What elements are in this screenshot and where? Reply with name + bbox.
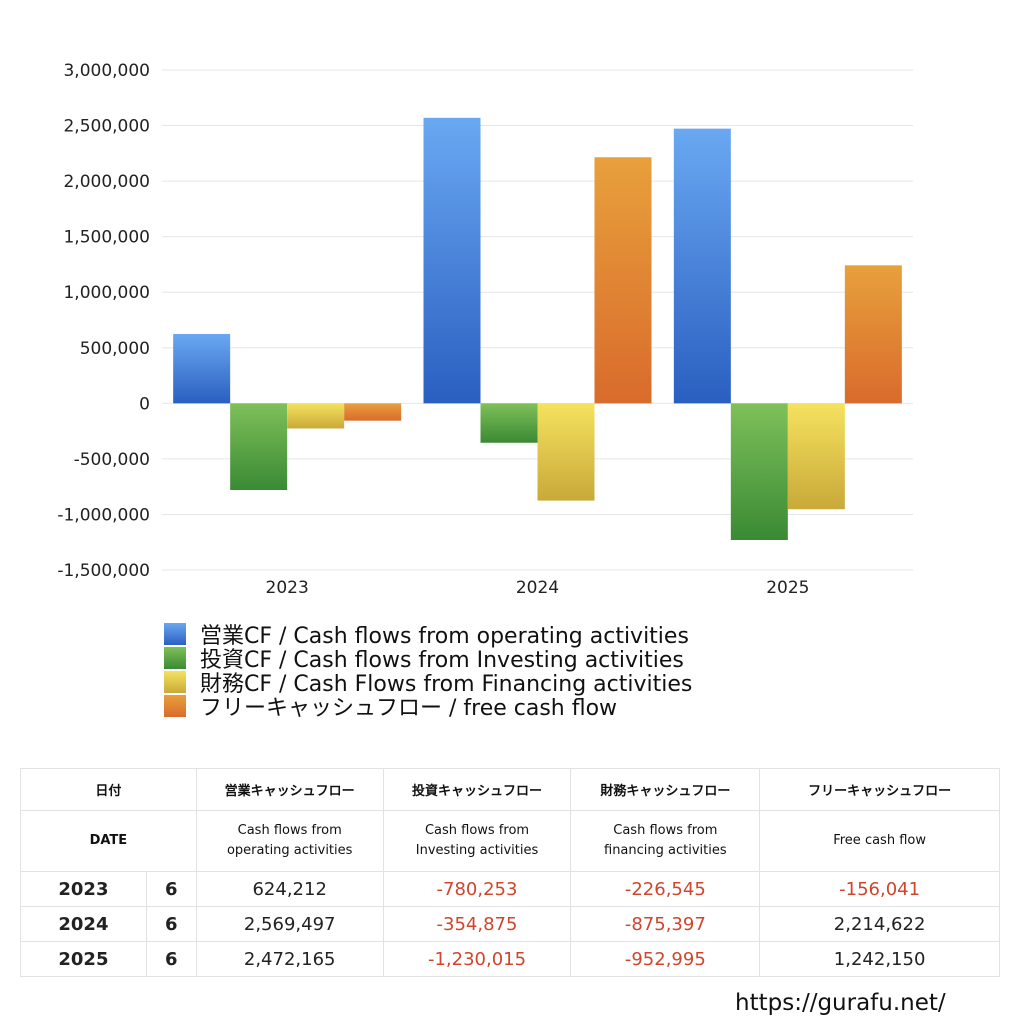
subheader-operating-line1: Cash flows from: [237, 823, 342, 838]
y-tick-label: -1,000,000: [57, 505, 150, 525]
legend-swatch-operating: [164, 623, 186, 645]
bar-2023-series-4: [344, 403, 402, 421]
y-tick-label: -1,500,000: [57, 561, 150, 581]
bar-2024-series-2: [480, 403, 538, 443]
bar-2024-series-4: [594, 157, 652, 404]
x-tick-label: 2024: [516, 578, 559, 598]
row-free: -156,041: [759, 871, 1000, 907]
row-investing: -1,230,015: [382, 941, 572, 977]
row-investing: -780,253: [382, 871, 572, 907]
row-year: 2025: [20, 941, 147, 977]
table-row: 2025 6 2,472,165 -1,230,015 -952,995 1,2…: [20, 941, 1000, 977]
header-operating: 営業キャッシュフロー: [195, 768, 384, 811]
bar-2025-series-3: [787, 403, 845, 510]
row-year: 2023: [20, 871, 147, 907]
legend-swatch-financing: [164, 671, 186, 693]
legend-swatch-free: [164, 695, 186, 717]
y-tick-label: 3,000,000: [63, 61, 150, 81]
x-axis-ticks: 2023 2024 2025: [266, 578, 810, 598]
x-tick-label: 2023: [266, 578, 309, 598]
cash-flow-table: 日付 営業キャッシュフロー 投資キャッシュフロー 財務キャッシュフロー フリーキ…: [20, 768, 1000, 977]
header-free: フリーキャッシュフロー: [759, 768, 1000, 811]
legend-label-free: フリーキャッシュフロー / free cash flow: [200, 696, 618, 721]
chart-legend: 営業CF / Cash flows from operating activit…: [164, 622, 692, 721]
row-financing: -875,397: [570, 906, 761, 942]
cash-flow-bar-chart: 3,000,000 2,500,000 2,000,000 1,500,000 1,00…: [57, 61, 913, 598]
chart-bars: [173, 117, 902, 541]
table-subheader-row: DATE Cash flows from operating activities…: [20, 810, 1000, 872]
bar-2025-series-2: [730, 403, 788, 541]
y-tick-label: 1,000,000: [63, 283, 150, 303]
y-tick-label: 2,500,000: [63, 117, 150, 137]
subheader-date: DATE: [20, 810, 197, 872]
legend-item-financing: 財務CF / Cash Flows from Financing activit…: [164, 670, 692, 697]
table-header-row: 日付 営業キャッシュフロー 投資キャッシュフロー 財務キャッシュフロー フリーキ…: [20, 768, 1000, 811]
subheader-financing-line1: Cash flows from: [613, 823, 718, 838]
header-investing: 投資キャッシュフロー: [382, 768, 572, 811]
bar-2023-series-2: [230, 403, 288, 491]
y-tick-label: -500,000: [74, 450, 150, 470]
bar-2025-series-4: [844, 265, 902, 404]
bar-2024-series-1: [423, 117, 481, 404]
subheader-investing: Cash flows from Investing activities: [382, 810, 572, 872]
row-financing: -226,545: [570, 871, 761, 907]
row-month: 6: [145, 871, 197, 907]
header-financing: 財務キャッシュフロー: [570, 768, 761, 811]
legend-item-operating: 営業CF / Cash flows from operating activit…: [164, 622, 692, 649]
y-tick-label: 1,500,000: [63, 228, 150, 248]
row-financing: -952,995: [570, 941, 761, 977]
bar-2025-series-1: [673, 128, 731, 404]
y-tick-label: 2,000,000: [63, 172, 150, 192]
y-axis-ticks: 3,000,000 2,500,000 2,000,000 1,500,000 1,00…: [57, 61, 150, 581]
row-month: 6: [145, 941, 197, 977]
header-date: 日付: [20, 768, 197, 811]
legend-item-free: フリーキャッシュフロー / free cash flow: [164, 694, 692, 721]
subheader-financing-line2: financing activities: [604, 843, 727, 858]
legend-swatch-investing: [164, 647, 186, 669]
legend-item-investing: 投資CF / Cash flows from Investing activit…: [164, 646, 692, 673]
row-free: 2,214,622: [759, 906, 1000, 942]
table-row: 2024 6 2,569,497 -354,875 -875,397 2,214…: [20, 906, 1000, 942]
table-row: 2023 6 624,212 -780,253 -226,545 -156,04…: [20, 871, 1000, 907]
y-tick-label: 500,000: [80, 339, 150, 359]
row-investing: -354,875: [382, 906, 572, 942]
row-operating: 624,212: [195, 871, 384, 907]
subheader-investing-line1: Cash flows from: [424, 823, 530, 838]
row-year: 2024: [20, 906, 147, 942]
site-url[interactable]: https://gurafu.net/: [735, 990, 946, 1016]
subheader-financing: Cash flows from financing activities: [570, 810, 761, 872]
bar-2024-series-3: [537, 403, 595, 501]
x-tick-label: 2025: [766, 578, 809, 598]
bar-2023-series-3: [287, 403, 345, 429]
legend-label-financing: 財務CF / Cash Flows from Financing activit…: [200, 672, 693, 697]
row-free: 1,242,150: [759, 941, 1000, 977]
row-operating: 2,472,165: [195, 941, 384, 977]
subheader-operating-line2: operating activities: [226, 843, 353, 858]
y-tick-label: 0: [139, 394, 150, 414]
subheader-investing-line2: Investing activities: [415, 843, 539, 858]
legend-label-operating: 営業CF / Cash flows from operating activit…: [200, 624, 689, 649]
row-operating: 2,569,497: [195, 906, 384, 942]
subheader-operating: Cash flows from operating activities: [195, 810, 384, 872]
row-month: 6: [145, 906, 197, 942]
subheader-free: Free cash flow: [759, 810, 1000, 872]
bar-2023-series-1: [173, 333, 231, 404]
legend-label-investing: 投資CF / Cash flows from Investing activit…: [200, 648, 684, 673]
